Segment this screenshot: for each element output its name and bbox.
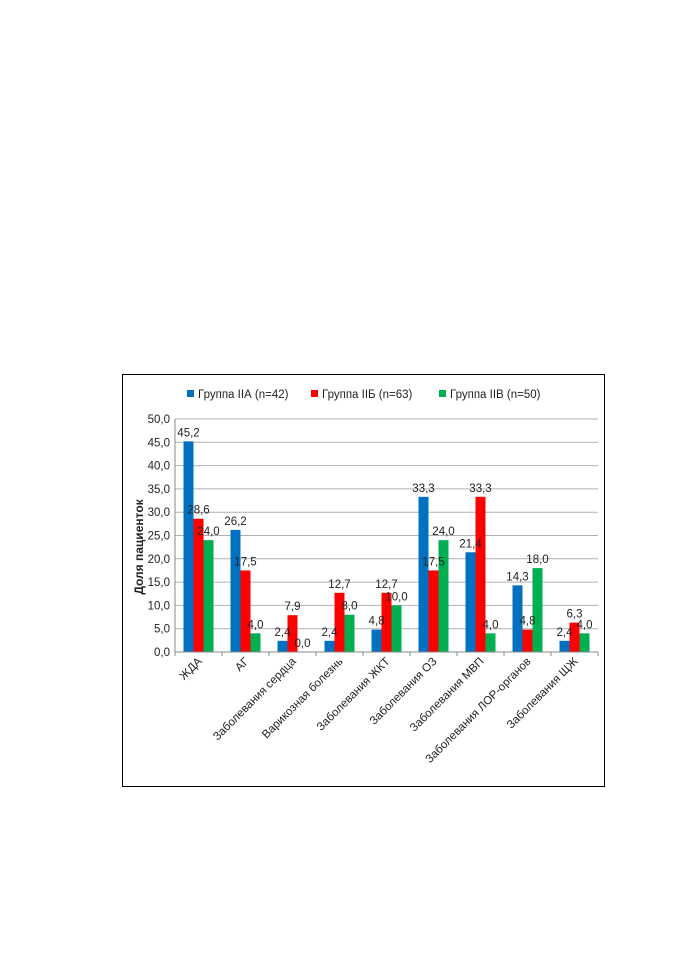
y-tick-label: 5,0 (154, 624, 170, 636)
bar (277, 640, 288, 652)
legend-swatch (439, 390, 446, 397)
bar (569, 622, 580, 652)
data-label: 4,8 (369, 616, 385, 628)
bar (512, 585, 523, 652)
y-tick-label: 45,0 (148, 437, 170, 449)
data-label: 12,7 (375, 579, 397, 591)
data-label: 4,0 (577, 619, 593, 631)
axes (174, 419, 599, 656)
x-tick-label: Варикозная болезнь (260, 656, 346, 742)
data-label: 33,3 (469, 483, 491, 495)
data-label: 0,0 (295, 638, 311, 650)
data-label: 28,6 (187, 505, 209, 517)
y-tick-label: 35,0 (148, 484, 170, 496)
bar (428, 570, 439, 652)
legend-label: Группа IIБ (n=63) (322, 389, 413, 401)
bar (193, 518, 204, 652)
bar (344, 614, 355, 652)
legend: Группа IIА (n=42) Группа IIБ (n=63) Группа… (187, 389, 541, 401)
bar (559, 640, 570, 652)
data-label: 14,3 (506, 571, 528, 583)
y-tick-label: 20,0 (148, 554, 170, 566)
bar (475, 496, 486, 652)
data-label: 17,5 (422, 556, 444, 568)
y-tick-label: 10,0 (148, 600, 170, 612)
data-label: 4,0 (483, 619, 499, 631)
data-label: 2,4 (557, 627, 574, 639)
bar (371, 629, 382, 652)
legend-label: Группа IIА (n=42) (198, 389, 289, 401)
bar (485, 633, 496, 652)
y-tick-label: 15,0 (148, 577, 170, 589)
bar (183, 441, 194, 652)
bar (287, 615, 298, 652)
bar (203, 540, 214, 652)
data-label: 45,2 (177, 427, 199, 439)
data-label: 18,0 (526, 554, 548, 566)
y-tick-label: 30,0 (148, 507, 170, 519)
y-tick-label: 25,0 (148, 531, 170, 543)
data-label: 17,5 (234, 556, 256, 568)
bar (324, 640, 335, 652)
data-label: 24,0 (432, 526, 454, 538)
data-label: 7,9 (285, 601, 301, 613)
bar (391, 605, 402, 652)
y-tick-label: 40,0 (148, 461, 170, 473)
x-tick-label: АГ (233, 655, 252, 674)
bar (532, 568, 543, 652)
bar (465, 552, 476, 652)
data-label: 2,4 (275, 627, 292, 639)
data-label: 33,3 (412, 483, 434, 495)
bar (240, 570, 251, 652)
data-label: 26,2 (224, 516, 246, 528)
bar (250, 633, 261, 652)
bar (230, 529, 241, 652)
data-label: 4,8 (520, 616, 536, 628)
legend-swatch (311, 390, 318, 397)
data-label: 10,0 (385, 591, 407, 603)
legend-swatch (187, 390, 194, 397)
data-label: 2,4 (322, 627, 339, 639)
bar (418, 496, 429, 652)
bar (334, 592, 345, 652)
data-label: 24,0 (197, 526, 219, 538)
y-tick-label: 50,0 (148, 414, 170, 426)
data-label: 6,3 (567, 609, 583, 621)
bar (522, 629, 533, 652)
legend-label: Группа IIВ (n=50) (450, 389, 541, 401)
bar (438, 540, 449, 652)
bar-chart: Группа IIА (n=42) Группа IIБ (n=63) Группа… (132, 389, 599, 766)
bars (183, 441, 590, 652)
y-axis-label: Доля пациенток (132, 498, 146, 594)
data-label: 4,0 (248, 619, 264, 631)
data-label: 21,4 (459, 538, 482, 550)
y-tick-labels: 0,0 5,0 10,0 15,0 20,0 25,0 30,0 35,0 40,0 45,0 50… (148, 414, 170, 659)
value-labels: 45,2 26,2 2,4 2,4 4,8 33,3 21,4 14,3 2,4 28,6 17,5… (177, 427, 592, 650)
chart-frame: Группа IIА (n=42) Группа IIБ (n=63) Группа… (122, 374, 605, 787)
data-label: 8,0 (342, 601, 358, 613)
x-tick-label: ЖДА (178, 655, 205, 682)
x-tick-label: Заболевания сердца (211, 655, 299, 743)
bar (579, 633, 590, 652)
bar (381, 592, 392, 652)
y-tick-label: 0,0 (154, 647, 170, 659)
data-label: 12,7 (328, 579, 350, 591)
